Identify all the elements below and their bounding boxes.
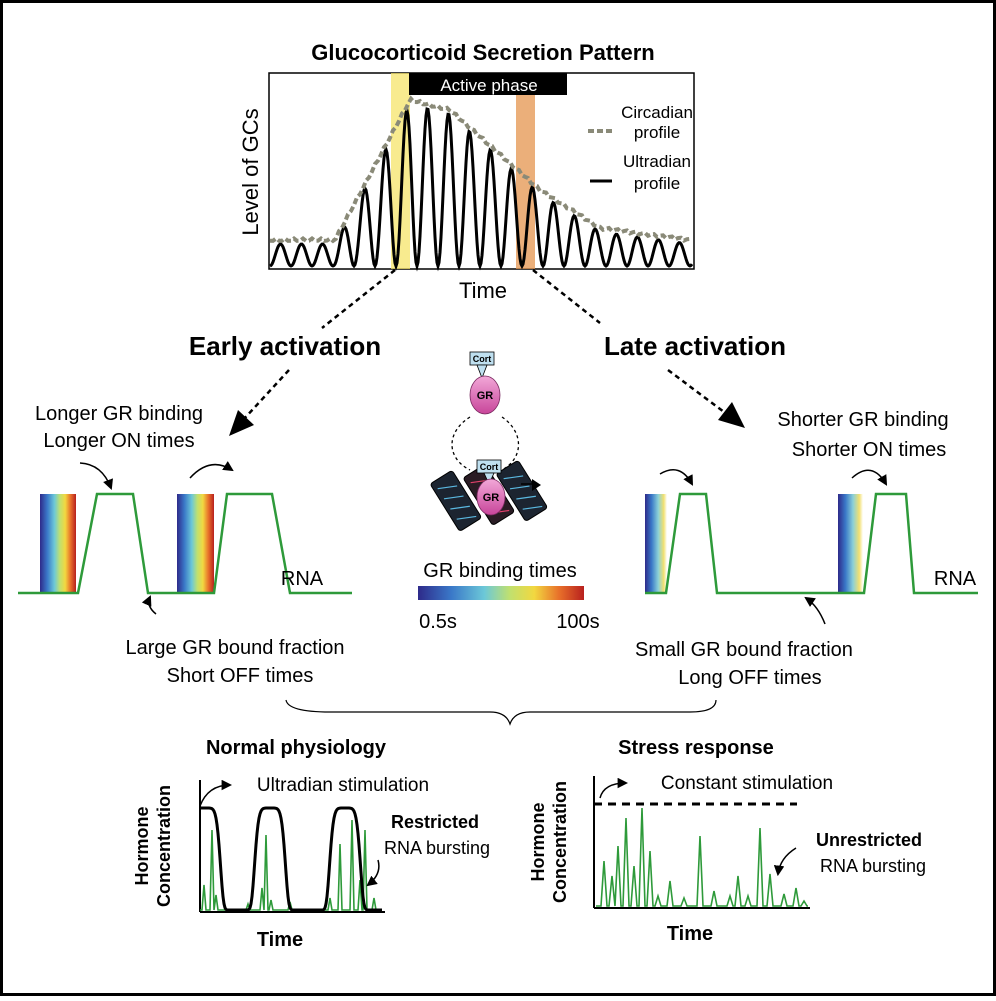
early-binding-block-1 xyxy=(40,494,76,593)
circadian-legend-line1: Circadian xyxy=(621,103,693,122)
gr-label-bound: GR xyxy=(483,492,500,504)
normal-bursting-label: RNA bursting xyxy=(384,838,490,858)
gr-cycle-right-arc xyxy=(501,416,519,471)
binding-time-colorbar xyxy=(418,586,584,600)
late-rna-label: RNA xyxy=(934,568,977,590)
ultradian-legend-line2: profile xyxy=(634,174,680,193)
normal-rna-bursts xyxy=(200,819,382,911)
late-arrow-head xyxy=(718,402,745,428)
cort-pointer-top xyxy=(476,364,488,380)
early-arrow-head xyxy=(229,410,254,436)
late-arrow-line xyxy=(667,369,729,416)
stress-ylabel-line1: Hormone xyxy=(528,802,548,881)
early-binding-label: Longer GR binding xyxy=(35,403,203,425)
normal-bursting-arrow xyxy=(366,859,380,887)
late-fraction-label: Small GR bound fraction xyxy=(635,639,853,661)
top-chart: Active phase Circadian profile Ultradian… xyxy=(238,72,695,303)
colorbar-title: GR binding times xyxy=(423,560,576,582)
late-off-times-label: Long OFF times xyxy=(678,667,821,689)
normal-physiology-title: Normal physiology xyxy=(206,737,387,759)
normal-xlabel: Time xyxy=(257,929,303,951)
stress-response-chart xyxy=(593,776,810,909)
late-rna-line xyxy=(645,492,978,595)
colorbar-min-label: 0.5s xyxy=(419,611,457,633)
early-arrow-line xyxy=(242,369,290,421)
early-rna-label: RNA xyxy=(281,568,324,590)
normal-bursting-bold: Restricted xyxy=(391,812,479,832)
active-phase-label: Active phase xyxy=(440,76,537,95)
stress-bursting-arrow xyxy=(773,847,797,877)
early-on-arrow-1 xyxy=(79,462,113,490)
stress-bursting-bold: Unrestricted xyxy=(816,830,922,850)
late-binding-block-2 xyxy=(838,494,863,593)
early-rna-trace xyxy=(18,461,352,615)
cort-label-bound: Cort xyxy=(480,462,499,472)
normal-hormone-line xyxy=(199,806,382,912)
late-binding-block-1 xyxy=(645,494,667,593)
circadian-profile-line xyxy=(269,95,691,244)
early-rna-line xyxy=(18,492,352,595)
top-chart-ylabel: Level of GCs xyxy=(238,108,263,235)
nucleosome-left xyxy=(430,470,482,531)
normal-ylabel-line1: Hormone xyxy=(132,806,152,885)
normal-stimulation-label: Ultradian stimulation xyxy=(257,775,429,796)
gr-cycle-left-arc xyxy=(451,416,471,471)
stress-bursting-label: RNA bursting xyxy=(820,856,926,876)
early-activation-heading: Early activation xyxy=(189,331,381,361)
cort-pointer-bound xyxy=(483,472,495,485)
top-chart-xlabel: Time xyxy=(459,278,507,303)
early-branch-line xyxy=(321,269,396,329)
stress-response-title: Stress response xyxy=(618,737,774,759)
stress-xlabel: Time xyxy=(667,923,713,945)
early-fraction-label: Large GR bound fraction xyxy=(125,637,344,659)
gr-molecule-bound xyxy=(476,478,506,516)
top-chart-title: Glucocorticoid Secretion Pattern xyxy=(311,40,655,65)
gr-label-top: GR xyxy=(477,390,494,402)
cort-label-top: Cort xyxy=(473,354,492,364)
tss-arrow-head xyxy=(532,479,541,491)
late-off-arrow xyxy=(804,596,826,625)
late-binding-label: Shorter GR binding xyxy=(777,409,948,431)
normal-stimulation-arrow xyxy=(199,779,233,807)
comparison-brace xyxy=(285,699,717,726)
gr-molecule-top xyxy=(469,375,501,415)
early-on-arrow-2 xyxy=(189,461,234,479)
early-off-arrow xyxy=(141,595,157,615)
late-branch-line xyxy=(532,269,601,324)
late-rna-trace xyxy=(645,469,978,625)
ultradian-legend-line1: Ultradian xyxy=(623,152,691,171)
late-on-times-label: Shorter ON times xyxy=(792,439,946,461)
circadian-legend-line2: profile xyxy=(634,123,680,142)
late-activation-heading: Late activation xyxy=(604,331,786,361)
early-binding-block-2 xyxy=(177,494,214,593)
late-on-arrow-2 xyxy=(851,469,888,486)
stress-ylabel-line2: Concentration xyxy=(550,781,570,903)
stress-rna-bursts xyxy=(596,807,808,907)
early-off-times-label: Short OFF times xyxy=(167,665,314,687)
colorbar-max-label: 100s xyxy=(556,611,599,633)
normal-ylabel-line2: Concentration xyxy=(154,785,174,907)
active-phase-bar xyxy=(409,73,567,95)
normal-physiology-chart xyxy=(199,779,385,913)
late-activation-band xyxy=(516,73,535,269)
stress-stimulation-label: Constant stimulation xyxy=(661,773,833,794)
gr-cycle-illustration: Cort GR Cort GR xyxy=(430,351,548,531)
early-on-times-label: Longer ON times xyxy=(43,430,194,452)
late-on-arrow-1 xyxy=(659,469,694,486)
stress-stimulation-arrow xyxy=(599,777,629,799)
ultradian-profile-line xyxy=(269,106,694,272)
